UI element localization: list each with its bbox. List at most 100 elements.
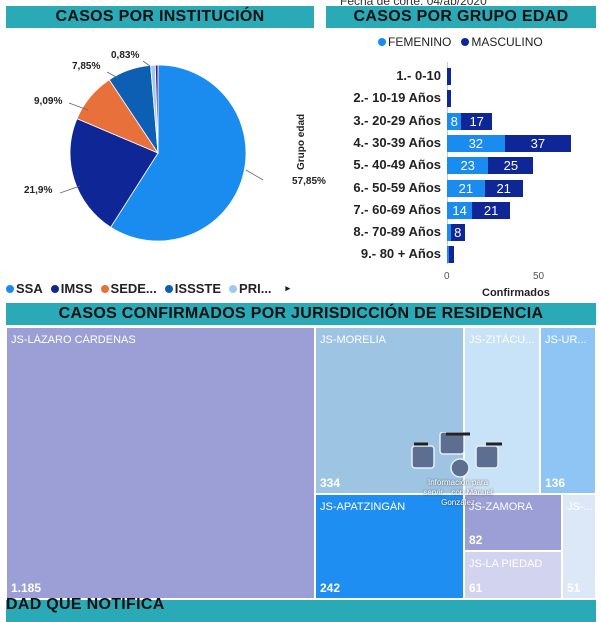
watermark-logo	[411, 432, 502, 478]
age-category-label: 8.- 70-89 Años	[353, 224, 441, 240]
bar-value-label: 21	[496, 180, 511, 196]
bar-femenino[interactable]	[447, 246, 449, 264]
watermark-text: Información para servir... con Manuel Go…	[423, 478, 493, 507]
jurisdiction-treemap-title: CASOS CONFIRMADOS POR JURISDICCIÓN DE RE…	[6, 303, 596, 325]
legend-swatch	[378, 38, 386, 46]
bar-value-label: 14	[452, 202, 467, 218]
notifying-unit-title-text: DAD QUE NOTIFICA	[6, 596, 165, 613]
legend-swatch	[229, 285, 238, 293]
legend-label: ISSSTE	[174, 281, 222, 296]
treemap-tile-label: JS-MORELIA	[320, 334, 387, 346]
cut-off-date-text: Fecha de corte: 04/ab/2020	[340, 0, 487, 8]
bar-masculino[interactable]	[484, 179, 523, 197]
age-category-label: 3.- 20-29 Años	[353, 112, 441, 128]
treemap-tile-value: 51	[567, 581, 581, 595]
age-category-label: 6.- 50-59 Años	[353, 179, 441, 195]
treemap-tile-label: JS-APATZINGÁN	[320, 501, 406, 513]
institution-chart-title: CASOS POR INSTITUCIÓN	[6, 6, 314, 28]
pie-leader-line	[142, 60, 151, 67]
legend-item-sede[interactable]: SEDE...	[100, 281, 157, 296]
legend-label: SSA	[16, 281, 43, 296]
bar-femenino[interactable]	[447, 134, 505, 152]
bar-value-label: 32	[468, 135, 484, 151]
bar-masculino[interactable]	[447, 90, 451, 108]
age-category-label: 1.- 0-10	[396, 68, 441, 83]
bar-masculino[interactable]	[447, 68, 451, 85]
pie-slice-imss[interactable]	[69, 118, 159, 228]
pie-label-imss: 21,9%	[24, 185, 53, 196]
age-y-axis-title: Grupo edad	[296, 113, 307, 170]
x-tick-0: 0	[444, 271, 450, 282]
age-category-label: 9.- 80 + Años	[360, 246, 441, 262]
bar-value-label: 23	[460, 158, 475, 174]
treemap-tile-label: JS-LA PIEDAD	[469, 558, 543, 570]
bar-value-label: 8	[454, 225, 462, 241]
bar-value-label: 25	[503, 158, 519, 174]
treemap-tile-label: JS-UR...	[545, 334, 587, 346]
bar-masculino[interactable]	[448, 246, 455, 264]
age-group-legend: FEMENINO MASCULINO	[378, 35, 543, 49]
legend-label: MASCULINO	[471, 35, 543, 49]
pie-leader-line	[245, 169, 264, 181]
bar-masculino[interactable]	[461, 112, 492, 130]
treemap-tile-value: 242	[320, 581, 341, 595]
pie-label-pri: 0,83%	[111, 50, 140, 61]
treemap-tile-jszamora[interactable]: JS-ZAMORA 82	[464, 494, 562, 551]
bar-value-label: 37	[530, 135, 546, 151]
legend-item-ssa[interactable]: SSA	[6, 281, 43, 296]
legend-item-masculino[interactable]: MASCULINO	[461, 35, 543, 49]
bar-value-label: 21	[458, 180, 474, 196]
pie-leader-line	[106, 71, 119, 79]
bar-value-label: 21	[483, 202, 499, 218]
legend-swatch	[100, 285, 109, 293]
bar-femenino[interactable]	[447, 201, 473, 219]
legend-item-femenino[interactable]: FEMENINO	[378, 35, 451, 49]
bar-femenino[interactable]	[447, 112, 462, 130]
pie-label-ssa: 57,85%	[292, 176, 326, 187]
legend-next-icon[interactable]: ▸	[285, 283, 291, 293]
bar-femenino[interactable]	[447, 224, 451, 242]
treemap-tile-value: 82	[469, 533, 483, 547]
pie-leader-line	[59, 185, 81, 194]
legend-item-pri[interactable]: PRI...	[229, 281, 272, 296]
bar-masculino[interactable]	[488, 157, 534, 175]
treemap-tile-jslzarocrdenas[interactable]: JS-LÁZARO CÁRDENAS 1.185	[6, 327, 315, 599]
legend-swatch	[461, 38, 470, 46]
age-category-label: 4.- 30-39 Años	[353, 134, 441, 150]
institution-pie-chart	[59, 60, 264, 242]
treemap-tile-jsur[interactable]: JS-UR... 136	[540, 327, 596, 494]
pie-slice-other[interactable]	[154, 64, 159, 154]
treemap-tile-js[interactable]: JS-... 51	[562, 494, 596, 599]
treemap-tile-jsapatzingn[interactable]: JS-APATZINGÁN 242	[315, 494, 464, 599]
age-x-axis-title: Confirmados	[482, 287, 550, 299]
treemap-tile-label: JS-ZAMORA	[469, 501, 533, 513]
notifying-unit-title-cut: DAD QUE NOTIFICA	[6, 596, 596, 622]
bar-masculino[interactable]	[504, 134, 572, 152]
institution-legend: SSA IMSS SEDE... ISSSTE PRI... ▸	[6, 281, 290, 296]
treemap-tile-jsmorelia[interactable]: JS-MORELIA 334	[315, 327, 464, 494]
age-group-chart-title: CASOS POR GRUPO EDAD	[326, 6, 596, 28]
bar-masculino[interactable]	[472, 201, 510, 219]
legend-swatch	[6, 285, 14, 293]
legend-label: PRI...	[239, 281, 272, 296]
treemap-tile-value: 136	[545, 476, 566, 490]
age-category-label: 5.- 40-49 Años	[353, 157, 441, 173]
x-tick-50: 50	[533, 271, 545, 282]
treemap-tile-value: 334	[320, 476, 341, 490]
treemap-tile-label: JS-ZITÁCU...	[469, 334, 535, 346]
treemap-tile-jslapiedad[interactable]: JS-LA PIEDAD 61	[464, 551, 562, 599]
bar-femenino[interactable]	[447, 179, 485, 197]
bar-masculino[interactable]	[450, 224, 465, 242]
age-category-label: 7.- 60-69 Años	[353, 201, 441, 217]
legend-swatch	[50, 285, 59, 293]
pie-label-issste: 7,85%	[72, 61, 101, 72]
legend-item-issste[interactable]: ISSSTE	[164, 281, 222, 296]
treemap-tile-label: JS-LÁZARO CÁRDENAS	[11, 334, 136, 346]
age-category-label: 2.- 10-19 Años	[353, 90, 441, 106]
legend-item-imss[interactable]: IMSS	[50, 281, 93, 296]
pie-slice-ssa[interactable]	[110, 64, 247, 242]
bar-value-label: 17	[469, 113, 484, 129]
bar-femenino[interactable]	[447, 157, 489, 175]
legend-label: FEMENINO	[388, 35, 452, 49]
legend-swatch	[164, 285, 173, 293]
